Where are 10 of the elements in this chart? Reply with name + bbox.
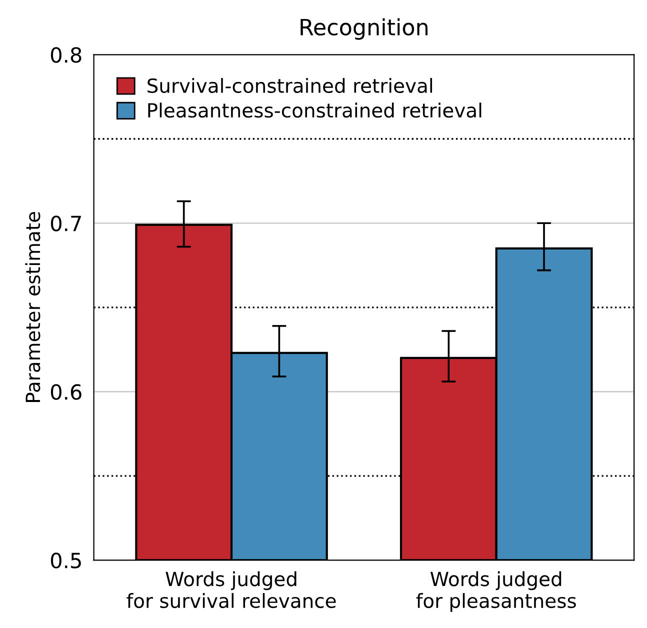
x-tick-label: Words judged for survival relevance: [126, 571, 336, 608]
y-tick-label: 0.5: [50, 552, 81, 568]
y-tick-label: 0.7: [50, 216, 81, 232]
chart-title: Recognition: [300, 18, 428, 40]
legend-label: Survival-constrained retrieval: [148, 78, 432, 94]
x-tick-label: Words judged for pleasantness: [416, 571, 576, 612]
legend-label: Pleasantness-constrained retrieval: [148, 102, 482, 118]
y-tick-label: 0.8: [50, 47, 82, 63]
y-axis-title: Parameter estimate: [25, 212, 40, 402]
y-tick-label: 0.6: [50, 384, 82, 400]
